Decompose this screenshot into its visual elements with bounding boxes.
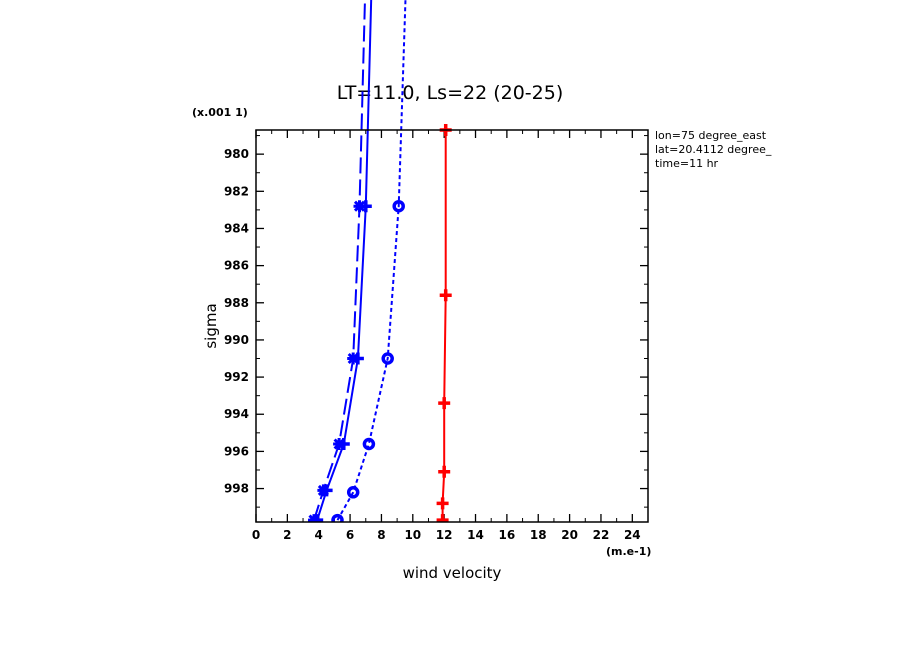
x-unit-label: (m.e-1): [606, 545, 651, 558]
series-2-point: [320, 484, 333, 497]
chart-title: LT=11.0, Ls=22 (20-25): [337, 82, 564, 104]
x-axis-label: wind velocity: [403, 564, 502, 582]
info-lon: lon=75 degree_east: [655, 129, 767, 142]
series-3-point: [362, 437, 376, 451]
x-tick-label: 18: [530, 528, 547, 542]
y-tick-label: 990: [224, 333, 249, 347]
series-1-line: [313, 0, 366, 521]
series-3-line: [336, 0, 407, 521]
x-tick-label: 0: [252, 528, 260, 542]
y-tick-label: 992: [224, 370, 249, 384]
y-tick-label: 980: [224, 147, 249, 161]
y-tick-label: 996: [224, 444, 249, 458]
y-tick-label: 994: [224, 407, 249, 421]
y-tick-label: 984: [224, 221, 249, 235]
x-tick-label: 24: [624, 528, 641, 542]
series-3-point: [381, 352, 394, 365]
y-tick-label: 998: [224, 482, 249, 496]
y-tick-label: 986: [224, 259, 249, 273]
y-unit-label: (x.001 1): [192, 106, 248, 119]
series-2-point: [359, 200, 372, 213]
x-tick-label: 4: [315, 528, 323, 542]
series-2-point: [337, 438, 350, 450]
y-tick-label: 988: [224, 296, 249, 310]
x-tick-label: 6: [346, 528, 354, 542]
x-tick-label: 16: [499, 528, 516, 542]
series-4-point: [439, 289, 452, 302]
series-3-point: [392, 199, 405, 213]
x-tick-label: 10: [404, 528, 421, 542]
series-4-point: [436, 497, 449, 510]
series-2-point: [351, 352, 364, 365]
y-axis-label: sigma: [202, 303, 220, 348]
series-3-point: [331, 513, 344, 522]
series-2-point: [311, 514, 324, 522]
info-lat: lat=20.4112 degree_: [655, 143, 772, 156]
x-tick-label: 20: [561, 528, 578, 542]
plot-frame: [255, 129, 649, 523]
series-4-point: [436, 514, 449, 522]
axis-ticks: 0 2 4 6 8 10 12 14 16 18 20 22 249809829849869889909…: [224, 130, 648, 542]
x-tick-label: 12: [436, 528, 453, 542]
series-1-point: [353, 200, 366, 213]
series-4-point: [438, 465, 451, 478]
info-time: time=11 hr: [655, 157, 719, 170]
series-3-point: [346, 486, 360, 499]
series-4-point: [438, 397, 451, 410]
x-tick-label: 2: [283, 528, 291, 542]
x-tick-label: 8: [377, 528, 385, 542]
x-tick-label: 14: [467, 528, 484, 542]
x-tick-label: 22: [593, 528, 610, 542]
series-4-line: [441, 130, 447, 521]
series-layer: [308, 0, 452, 522]
y-tick-label: 982: [224, 184, 249, 198]
